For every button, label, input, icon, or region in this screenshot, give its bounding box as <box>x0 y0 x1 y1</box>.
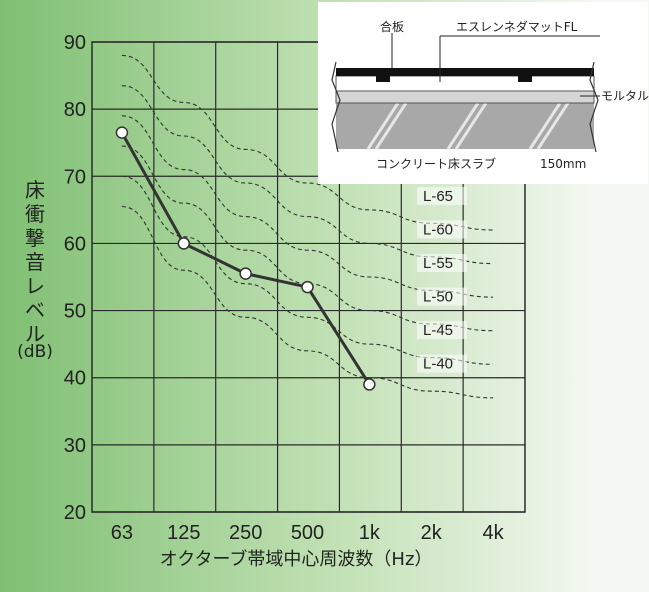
inset-label-slab: コンクリート床スラブ <box>376 156 496 171</box>
reference-label-l-55: L-55 <box>423 255 453 272</box>
reference-curve-l-50 <box>121 145 494 332</box>
measured-series <box>115 126 376 391</box>
reference-label-l-40: L-40 <box>423 356 453 373</box>
reference-label-bg <box>417 354 467 373</box>
y-axis-label-char: 衝 <box>25 202 45 226</box>
reference-curve-l-40 <box>121 205 494 399</box>
reference-label-l-45: L-45 <box>423 322 453 339</box>
data-point <box>363 378 376 391</box>
x-tick-label: 250 <box>229 522 262 544</box>
x-tick-label: 500 <box>291 522 324 544</box>
grid <box>91 41 526 513</box>
data-point <box>239 267 252 280</box>
hatch-line <box>454 102 488 150</box>
reference-curve-l-65 <box>121 54 494 231</box>
mortar-layer <box>335 90 595 104</box>
x-tick-label: 4k <box>483 522 505 544</box>
hatch-line <box>366 102 400 150</box>
inset-label-mortar: モルタル <box>601 89 649 103</box>
inset-label-plywood: 合板 <box>380 19 404 34</box>
data-point <box>115 126 129 139</box>
reference-label-bg <box>417 254 467 272</box>
concrete-slab <box>336 103 594 149</box>
reference-label-bg <box>417 220 467 239</box>
x-tick-label: 1k <box>359 522 381 544</box>
y-tick-label: 30 <box>64 435 86 457</box>
reference-curve-labels: L-65 L-60 L-55 L-50 L-45 L-40 <box>417 186 467 373</box>
reference-label-bg <box>417 186 467 205</box>
reference-label-bg <box>417 287 467 306</box>
y-tick-labels: 20 30 40 50 60 70 80 90 <box>64 32 86 524</box>
y-tick-label: 20 <box>64 502 86 524</box>
y-axis-label-char: 撃 <box>25 226 45 250</box>
hatch-line <box>536 102 570 150</box>
y-axis-unit: (dB) <box>17 342 53 362</box>
floor-section-inset: 合板 エスレンネダマットFL モルタル コンクリート床スラブ 150mm <box>318 2 649 184</box>
y-axis-label-char: ベ <box>25 298 45 322</box>
plywood-layer <box>336 68 594 76</box>
reference-label-l-65: L-65 <box>423 188 453 205</box>
mat-block <box>518 76 532 82</box>
mat-layer <box>335 75 595 92</box>
hatch-line <box>528 102 562 150</box>
break-line-left <box>331 61 341 153</box>
data-point <box>301 280 314 294</box>
slab-hatching <box>366 102 570 150</box>
x-tick-label: 125 <box>167 522 200 544</box>
y-tick-label: 70 <box>64 166 86 188</box>
reference-label-l-60: L-60 <box>423 221 453 238</box>
hatch-line <box>446 102 480 150</box>
x-tick-labels: 63 125 250 500 1k 2k 4k <box>111 522 505 544</box>
y-axis-label-char: 音 <box>25 250 45 274</box>
y-tick-label: 50 <box>64 301 86 323</box>
x-tick-label: 2k <box>421 522 443 544</box>
data-point <box>177 237 191 250</box>
reference-label-l-50: L-50 <box>423 289 453 306</box>
y-axis-label-char: 床 <box>25 178 45 202</box>
hatch-line <box>374 102 408 150</box>
y-tick-label: 40 <box>64 368 86 390</box>
mat-block <box>376 76 390 82</box>
break-line-right <box>589 61 599 153</box>
y-axis-label-char: ル <box>25 322 45 346</box>
x-axis-label: オクターブ帯域中心周波数（Hz） <box>160 548 433 570</box>
inset-label-thickness: 150mm <box>540 157 586 171</box>
y-axis-label: 床衝撃音レベル <box>25 178 45 346</box>
x-tick-label: 63 <box>111 522 133 544</box>
y-axis-label-char: レ <box>25 274 45 298</box>
inset-label-mat: エスレンネダマットFL <box>456 19 578 34</box>
reference-label-bg <box>417 321 467 340</box>
y-tick-label: 80 <box>64 99 86 121</box>
y-tick-label: 60 <box>64 233 86 255</box>
y-tick-label: 90 <box>64 32 86 54</box>
